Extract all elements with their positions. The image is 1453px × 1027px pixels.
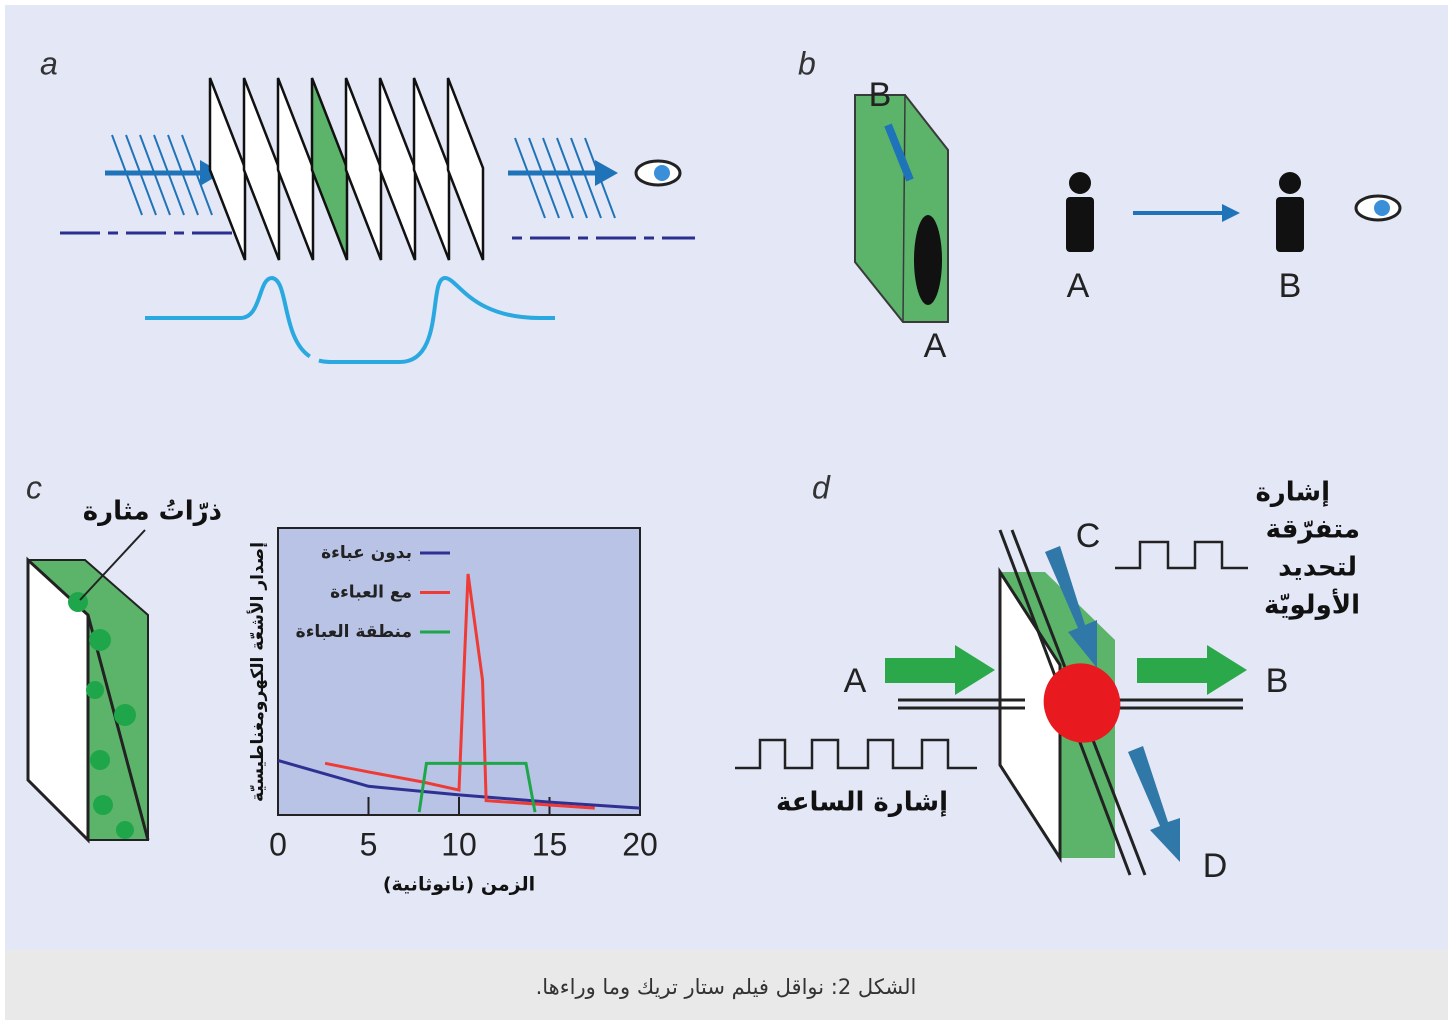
label: A [924, 327, 947, 365]
atom [90, 750, 110, 770]
label: D [1203, 847, 1228, 885]
atom [114, 704, 136, 726]
priority-label: متفرّقة [1266, 515, 1360, 545]
atom [93, 795, 113, 815]
x-tick-label: 20 [622, 826, 658, 862]
x-tick-label: 10 [441, 826, 477, 862]
legend-label: مع العباءة [330, 583, 412, 603]
panel-label: c [26, 469, 42, 505]
atom [89, 629, 111, 651]
clock-label: إشارة الساعة [776, 788, 948, 818]
silhouette-a [914, 215, 942, 305]
atom [116, 821, 134, 839]
person-icon [1276, 197, 1304, 252]
label: B [869, 76, 892, 114]
eye-iris [1374, 200, 1390, 216]
panel-label: b [798, 45, 816, 81]
priority-label: لتحديد [1278, 553, 1357, 583]
x-axis-label: الزمن (نانوثانية) [383, 874, 535, 896]
label: C [1076, 517, 1101, 555]
panel-label: a [40, 45, 58, 81]
x-tick-label: 5 [360, 826, 378, 862]
priority-label: إشارة [1255, 478, 1330, 508]
label: B [1279, 267, 1302, 305]
atom [86, 681, 104, 699]
legend-label: بدون عباءة [321, 543, 412, 563]
figure: a b c d B A A B [0, 0, 1453, 1023]
priority-label: الأولويّة [1264, 589, 1360, 621]
y-axis-label: إصدار الأشعّة الكهرومغناطيسيّة [247, 542, 268, 802]
label: A [844, 662, 867, 700]
legend-label: منطقة العباءة [296, 622, 412, 642]
annotation: ذرّاتُ مثارة [83, 497, 222, 527]
panel-label: d [812, 469, 831, 505]
eye-iris [654, 165, 670, 181]
person-icon [1279, 172, 1301, 194]
person-icon [1069, 172, 1091, 194]
label: A [1067, 267, 1090, 305]
caption: الشكل 2: نواقل فيلم ستار تريك وما وراءها… [536, 975, 917, 1000]
label: B [1266, 662, 1289, 700]
x-tick-label: 0 [269, 826, 287, 862]
x-tick-label: 15 [532, 826, 568, 862]
person-icon [1066, 197, 1094, 252]
